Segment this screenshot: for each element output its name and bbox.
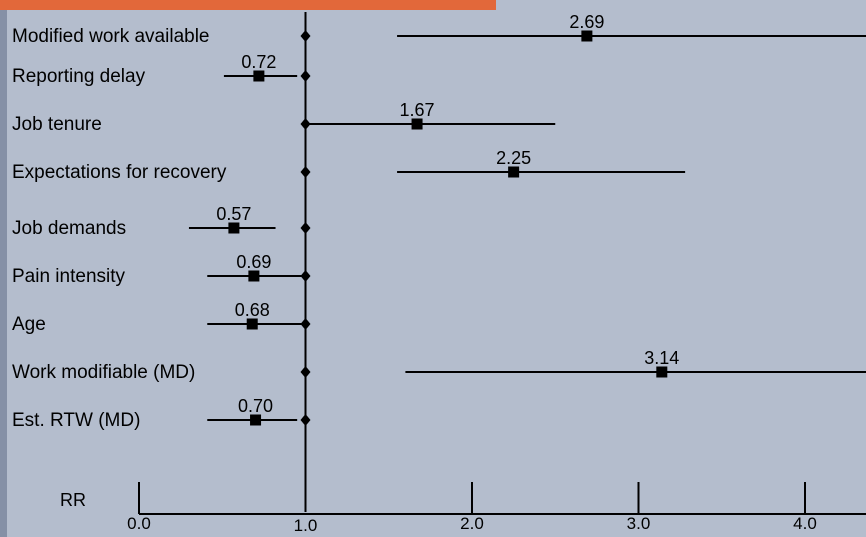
x-tick-label: 2.0 — [460, 514, 484, 533]
x-tick-label: 3.0 — [627, 514, 651, 533]
reference-diamond — [300, 318, 311, 330]
reference-diamond — [300, 30, 311, 42]
reference-diamond — [300, 414, 311, 426]
row-label: Work modifiable (MD) — [12, 362, 195, 383]
estimate-point — [411, 118, 423, 130]
row-label: Reporting delay — [12, 66, 146, 87]
value-label: 3.14 — [644, 348, 679, 368]
value-label: 0.70 — [238, 396, 273, 416]
estimate-point — [508, 166, 520, 178]
estimate-point — [250, 414, 262, 426]
value-label: 2.25 — [496, 148, 531, 168]
estimate-points — [228, 30, 668, 426]
reference-diamond — [300, 166, 311, 178]
reference-diamond — [300, 222, 311, 234]
estimate-point — [656, 366, 668, 378]
x-axis: 0.0 1.0 2.0 3.0 4.0 — [127, 482, 866, 535]
row-label: Est. RTW (MD) — [12, 410, 140, 431]
value-label: 0.68 — [235, 300, 270, 320]
estimate-point — [248, 270, 260, 282]
x-tick-label: 4.0 — [793, 514, 817, 533]
value-label: 1.67 — [400, 100, 435, 120]
left-edge-stripe — [0, 0, 7, 537]
value-label: 2.69 — [569, 12, 604, 32]
row-label: Job demands — [12, 218, 126, 239]
value-label: 0.72 — [241, 52, 276, 72]
row-label: Age — [12, 314, 46, 335]
reference-markers — [300, 30, 311, 426]
reference-diamond — [300, 118, 311, 130]
axis-label: RR — [60, 490, 86, 510]
reference-diamond — [300, 270, 311, 282]
value-label: 0.69 — [236, 252, 271, 272]
estimate-point — [246, 318, 258, 330]
ci-lines — [188, 35, 866, 421]
estimate-point — [253, 70, 265, 82]
estimate-point — [581, 30, 593, 42]
row-labels: Modified work available Reporting delay Jo… — [12, 26, 227, 431]
value-label: 0.57 — [216, 204, 251, 224]
x-tick-label: 1.0 — [294, 516, 318, 535]
value-labels: 2.69 0.72 1.67 2.25 0.57 0.69 0.68 3.14 0.70 — [216, 12, 679, 416]
x-tick-label: 0.0 — [127, 514, 151, 533]
estimate-point — [228, 222, 240, 234]
row-label: Job tenure — [12, 114, 102, 135]
row-label: Pain intensity — [12, 266, 126, 287]
row-label: Expectations for recovery — [12, 162, 227, 183]
row-label: Modified work available — [12, 26, 210, 47]
accent-bar — [0, 0, 496, 10]
reference-diamond — [300, 70, 311, 82]
reference-diamond — [300, 366, 311, 378]
